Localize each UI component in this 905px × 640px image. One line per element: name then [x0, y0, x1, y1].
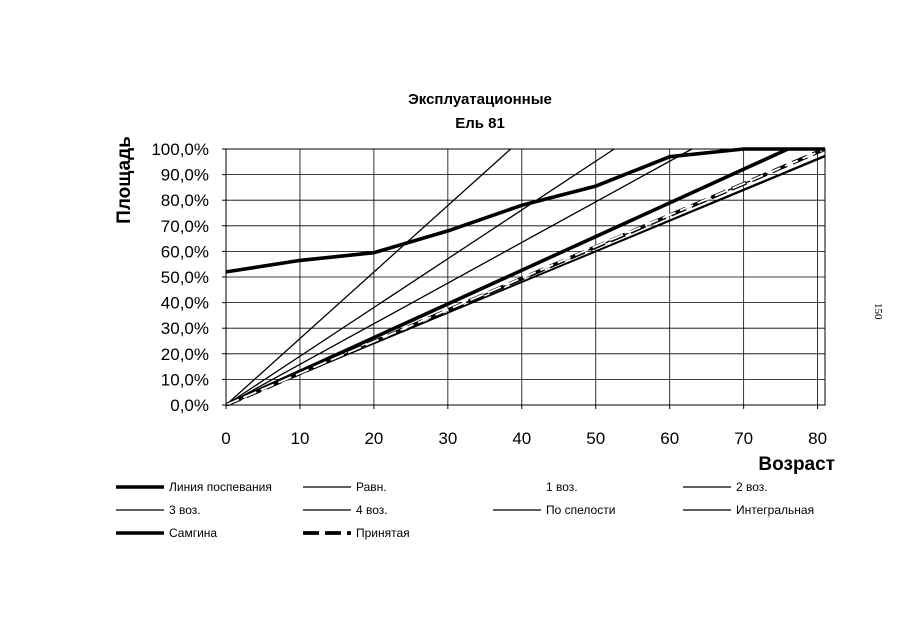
y-tick-label: 100,0% — [151, 140, 209, 159]
x-tick-label: 70 — [734, 429, 753, 448]
y-tick-label: 90,0% — [161, 166, 209, 185]
x-tick-label: 60 — [660, 429, 679, 448]
chart-title-line-1: Эксплуатационные — [408, 91, 552, 108]
series-line-2 — [226, 148, 512, 406]
series-line-1 — [226, 147, 825, 274]
y-tick-label: 80,0% — [161, 191, 209, 210]
legend-label-9: Самгина — [169, 526, 217, 540]
legend-label-4: 2 воз. — [736, 480, 768, 494]
x-tick-label: 50 — [586, 429, 605, 448]
y-tick-label: 10,0% — [161, 370, 209, 389]
series-line-9 — [226, 147, 789, 406]
y-tick-label: 0,0% — [170, 396, 209, 415]
legend-label-6: 4 воз. — [356, 503, 388, 517]
x-tick-label: 40 — [512, 429, 531, 448]
series-line-5 — [226, 148, 693, 406]
legend-label-3: 1 воз. — [546, 480, 578, 494]
y-tick-label: 50,0% — [161, 268, 209, 287]
legend-label-2: Равн. — [356, 480, 387, 494]
series-line-8 — [226, 156, 826, 406]
y-tick-label: 20,0% — [161, 345, 209, 364]
legend-label-1: Линия поспевания — [169, 480, 272, 494]
y-tick-label: 60,0% — [161, 242, 209, 261]
chart-title-line-2: Ель 81 — [455, 115, 505, 132]
series-line-4 — [226, 148, 615, 406]
legend-label-10: Принятая — [356, 526, 410, 540]
x-tick-label: 10 — [290, 429, 309, 448]
y-axis-label: Площадь — [114, 136, 135, 224]
x-tick-label: 20 — [364, 429, 383, 448]
series-line-3 — [226, 148, 826, 406]
y-tick-label: 30,0% — [161, 319, 209, 338]
legend-label-8: Интегральная — [736, 503, 814, 517]
legend-label-5: 3 воз. — [169, 503, 201, 517]
y-tick-label: 70,0% — [161, 217, 209, 236]
legend-label-7: По спелости — [546, 503, 615, 517]
x-axis-label: Возраст — [758, 454, 835, 475]
y-tick-label: 40,0% — [161, 294, 209, 313]
page-number: 150 — [872, 303, 884, 320]
x-tick-label: 0 — [221, 429, 230, 448]
series-lines — [226, 147, 826, 406]
x-tick-label: 30 — [438, 429, 457, 448]
y-axis-ticks: 0,0% 10,0% 20,0% 30,0% 40,0% 50,0% 60,0% 70,0% 8… — [151, 140, 226, 415]
x-axis-ticks: 0 10 20 30 40 50 60 70 80 — [221, 405, 827, 448]
x-tick-label: 80 — [808, 429, 827, 448]
legend: Линия поспевания Равн. 1 воз. 2 воз. 3 воз. 4… — [116, 480, 814, 540]
